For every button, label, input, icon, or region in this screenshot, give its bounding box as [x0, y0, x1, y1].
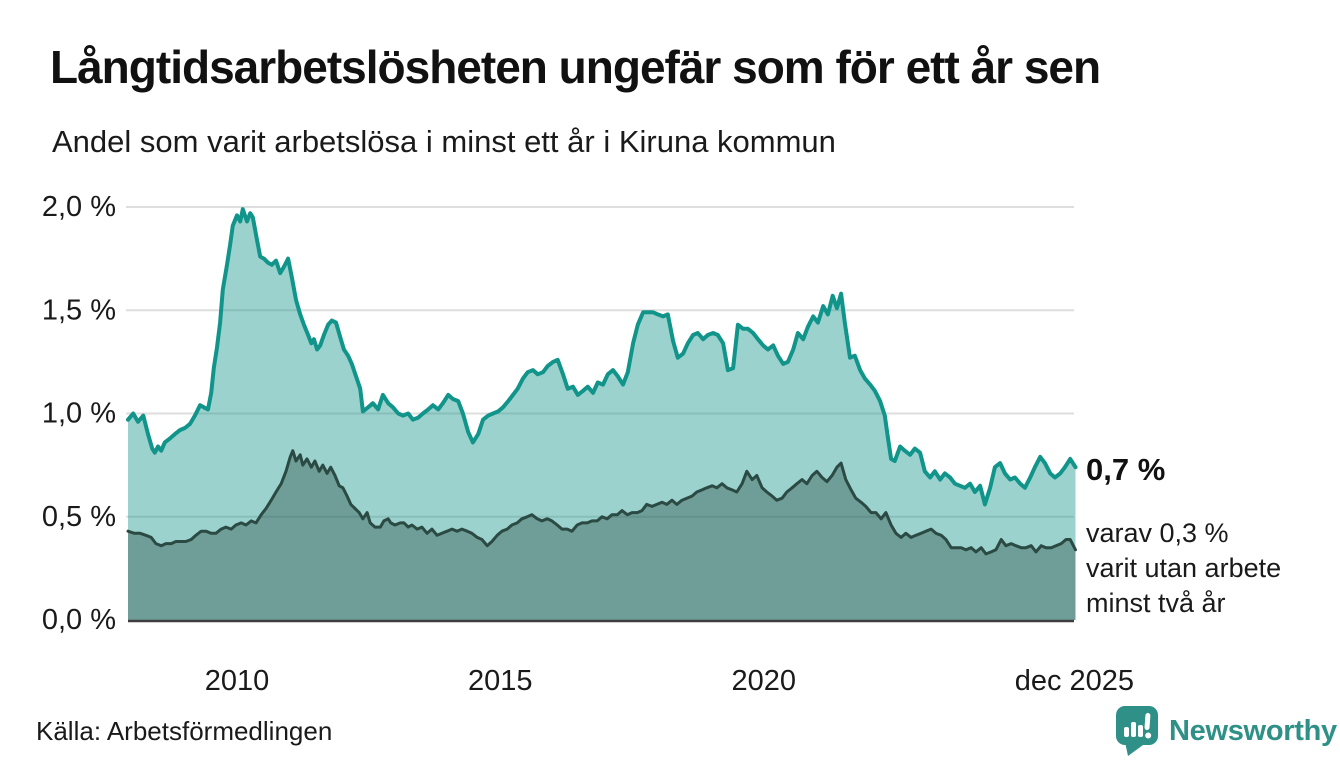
line-one-year — [126, 207, 1078, 507]
annotation-line: varit utan arbete — [1086, 553, 1282, 583]
y-axis-tick-label: 1,5 % — [42, 294, 116, 326]
y-axis-tick-label: 0,0 % — [42, 604, 116, 636]
source-label: Källa: Arbetsförmedlingen — [36, 716, 333, 746]
newsworthy-wordmark: Newsworthy — [1169, 714, 1337, 747]
latest-value-label: 0,7 % — [1086, 452, 1166, 487]
annotation-line: minst två år — [1086, 588, 1226, 618]
y-axis-tick-label: 1,0 % — [42, 398, 116, 430]
x-axis-tick-label: 2010 — [205, 665, 270, 697]
x-axis-tick-label: 2015 — [468, 665, 533, 697]
newsworthy-logo: Newsworthy — [1116, 706, 1337, 756]
chart-subtitle: Andel som varit arbetslösa i minst ett å… — [52, 124, 836, 159]
page-title: Långtidsarbetslösheten ungefär som för e… — [50, 41, 1101, 93]
newsworthy-bubble-chart-icon — [1116, 706, 1158, 756]
x-axis-tick-label: dec 2025 — [1015, 665, 1134, 697]
area-two-years — [128, 450, 1076, 620]
line-two-years — [126, 449, 1077, 556]
secondary-series-annotation: varav 0,3 % varit utan arbete minst två … — [1086, 516, 1281, 621]
annotation-line: varav 0,3 % — [1086, 518, 1229, 548]
x-axis-tick-label: 2020 — [731, 665, 796, 697]
y-axis-tick-label: 0,5 % — [42, 501, 116, 533]
y-axis-tick-label: 2,0 % — [42, 191, 116, 223]
